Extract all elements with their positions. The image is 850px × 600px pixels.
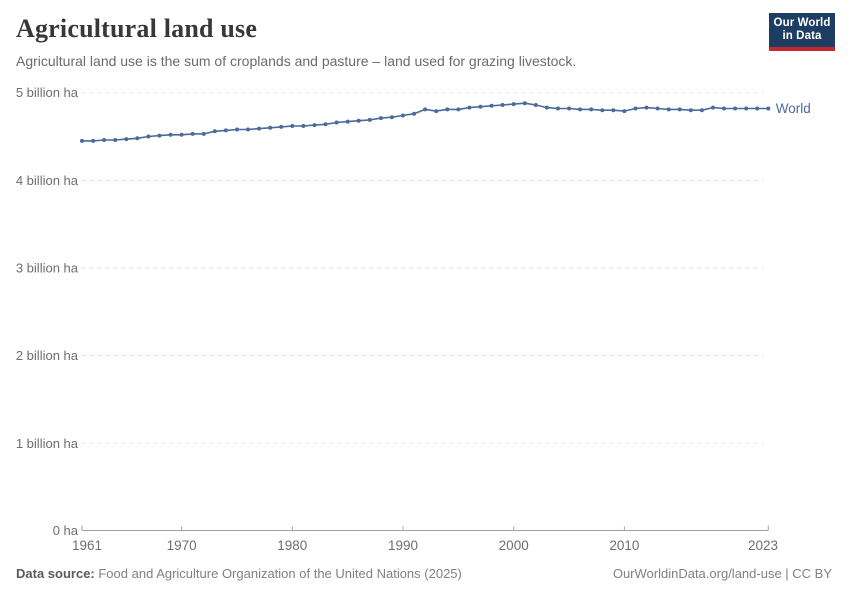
data-point-world-1985: [345, 119, 350, 124]
owid-logo-line1: Our World: [773, 17, 831, 29]
x-tick-label-1990: 1990: [388, 538, 418, 553]
data-point-world-1971: [190, 131, 195, 136]
x-tick-label-2000: 2000: [499, 538, 529, 553]
data-point-world-1967: [146, 134, 151, 139]
data-point-world-2001: [522, 101, 527, 106]
data-point-world-1977: [257, 126, 262, 131]
data-point-world-1966: [135, 136, 140, 141]
data-point-world-1984: [334, 120, 339, 125]
chart-footer: Data source: Food and Agriculture Organi…: [16, 566, 832, 581]
data-point-world-2023: [766, 106, 771, 111]
data-point-world-2021: [744, 106, 749, 111]
data-source-text: Food and Agriculture Organization of the…: [94, 566, 462, 581]
data-point-world-1964: [113, 138, 118, 142]
y-tick-label-5: 5 billion ha: [16, 85, 79, 100]
data-source-label: Data source:: [16, 566, 95, 581]
data-point-world-2015: [677, 107, 682, 112]
data-point-world-2006: [578, 107, 583, 112]
data-point-world-2010: [622, 109, 627, 114]
data-point-world-1983: [323, 122, 328, 127]
x-tick-label-1980: 1980: [277, 538, 307, 553]
data-point-world-1975: [235, 127, 239, 132]
data-point-world-1996: [467, 105, 472, 110]
data-point-world-1986: [356, 118, 361, 123]
data-point-world-2000: [511, 102, 516, 107]
data-point-world-2004: [556, 106, 560, 111]
data-point-world-1998: [489, 103, 494, 108]
data-point-world-2011: [633, 106, 638, 111]
series-end-label-world: World: [776, 101, 811, 116]
y-tick-label-2: 2 billion ha: [16, 348, 79, 363]
data-point-world-2016: [688, 108, 693, 113]
data-point-world-2019: [722, 106, 726, 111]
data-source-note: Data source: Food and Agriculture Organi…: [16, 566, 462, 581]
data-point-world-1991: [412, 111, 417, 116]
x-tick-label-1970: 1970: [167, 538, 197, 553]
data-point-world-2014: [666, 107, 671, 112]
data-point-world-1982: [312, 123, 317, 128]
data-point-world-1997: [478, 104, 483, 109]
data-point-world-2018: [711, 105, 715, 110]
data-point-world-1995: [456, 107, 461, 112]
data-point-world-2003: [544, 105, 549, 110]
credit-link[interactable]: OurWorldinData.org/land-use | CC BY: [612, 566, 832, 581]
page-title: Agricultural land use: [16, 14, 258, 43]
data-point-world-1979: [279, 124, 284, 129]
data-point-world-1981: [301, 124, 306, 128]
data-point-world-2007: [589, 107, 594, 112]
data-point-world-1962: [91, 138, 96, 143]
data-point-world-1990: [401, 113, 405, 118]
chart-header: Agricultural land use Agricultural land …: [16, 14, 750, 70]
data-point-world-1980: [290, 124, 295, 128]
data-point-world-1999: [500, 103, 505, 107]
chart-subtitle: Agricultural land use is the sum of crop…: [16, 53, 577, 69]
data-point-world-1969: [168, 132, 173, 137]
data-point-world-1989: [389, 115, 394, 120]
data-point-world-2002: [533, 103, 538, 107]
y-tick-label-1: 1 billion ha: [16, 436, 79, 451]
data-point-world-1973: [212, 129, 217, 134]
data-point-world-1988: [378, 116, 383, 121]
x-tick-label-2023: 2023: [748, 538, 778, 553]
x-tick-label-1961: 1961: [72, 538, 102, 553]
owid-logo[interactable]: Our World in Data: [769, 13, 835, 51]
data-point-world-1963: [102, 138, 107, 142]
data-point-world-1968: [157, 133, 162, 138]
data-point-world-1972: [201, 131, 206, 136]
data-point-world-2008: [600, 108, 605, 113]
y-tick-label-0: 0 ha: [53, 523, 79, 538]
y-tick-label-3: 3 billion ha: [16, 260, 79, 275]
data-point-world-2013: [655, 106, 660, 111]
data-point-world-1974: [223, 128, 228, 133]
data-point-world-2005: [567, 106, 572, 111]
data-point-world-2012: [644, 105, 649, 110]
y-tick-label-4: 4 billion ha: [16, 173, 79, 188]
data-point-world-2017: [699, 108, 704, 113]
data-point-world-1987: [367, 117, 372, 122]
data-point-world-1961: [80, 138, 84, 143]
x-tick-label-2010: 2010: [609, 538, 639, 553]
data-point-world-2009: [611, 108, 616, 113]
data-point-world-1993: [434, 109, 439, 114]
data-point-world-1994: [445, 107, 450, 112]
data-point-world-1965: [124, 137, 129, 142]
owid-logo-line2: in Data: [782, 30, 822, 42]
data-point-world-1970: [179, 132, 184, 137]
data-point-world-1978: [268, 125, 273, 130]
data-point-world-2020: [733, 106, 738, 111]
data-point-world-2022: [755, 106, 760, 111]
data-point-world-1992: [423, 107, 428, 112]
data-point-world-1976: [246, 127, 250, 132]
